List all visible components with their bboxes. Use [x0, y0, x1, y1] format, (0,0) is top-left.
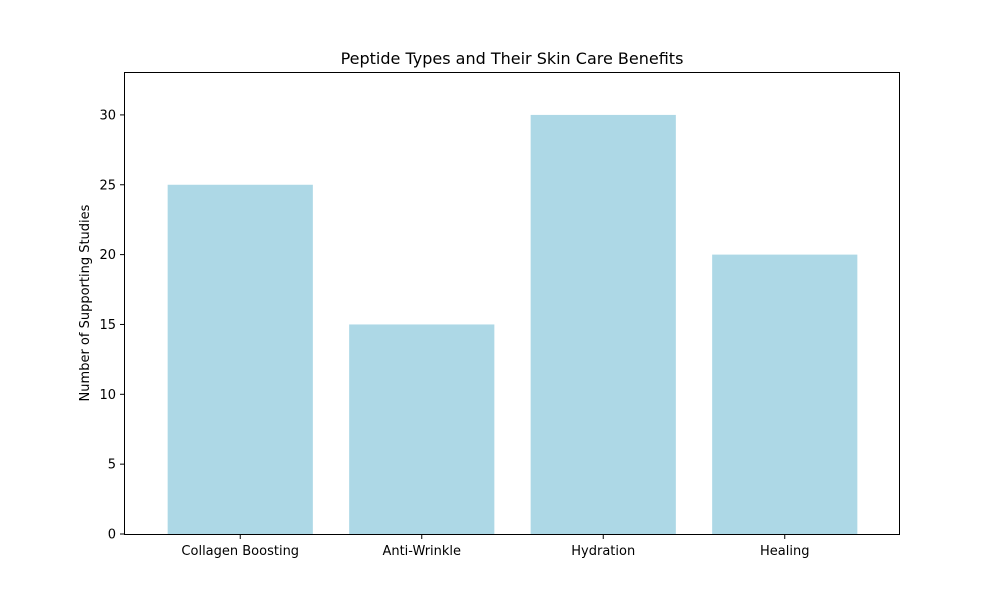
y-axis: 0 5 10 15 20 25 30 — [99, 108, 125, 543]
y-axis-label: Number of Supporting Studies — [78, 204, 93, 401]
bar-anti-wrinkle — [349, 324, 495, 534]
x-tick-label: Healing — [760, 544, 809, 559]
x-axis: Collagen Boosting Anti-Wrinkle Hydration He… — [181, 534, 809, 559]
bar-collagen-boosting — [167, 184, 313, 534]
x-tick-label: Anti-Wrinkle — [382, 544, 461, 559]
y-tick-label: 15 — [99, 318, 116, 333]
x-tick-label: Hydration — [571, 544, 635, 559]
x-tick-label: Collagen Boosting — [181, 544, 299, 559]
y-tick-label: 10 — [99, 388, 116, 403]
bar-healing — [712, 254, 858, 534]
bar-hydration — [530, 114, 676, 534]
y-tick-label: 5 — [108, 458, 116, 473]
bars-group — [167, 114, 858, 534]
y-tick-label: 0 — [108, 528, 116, 543]
plot-frame — [124, 72, 900, 535]
y-tick-label: 20 — [99, 248, 116, 263]
chart-title: Peptide Types and Their Skin Care Benefi… — [341, 49, 684, 68]
y-tick-label: 25 — [99, 178, 116, 193]
y-tick-label: 30 — [99, 108, 116, 123]
